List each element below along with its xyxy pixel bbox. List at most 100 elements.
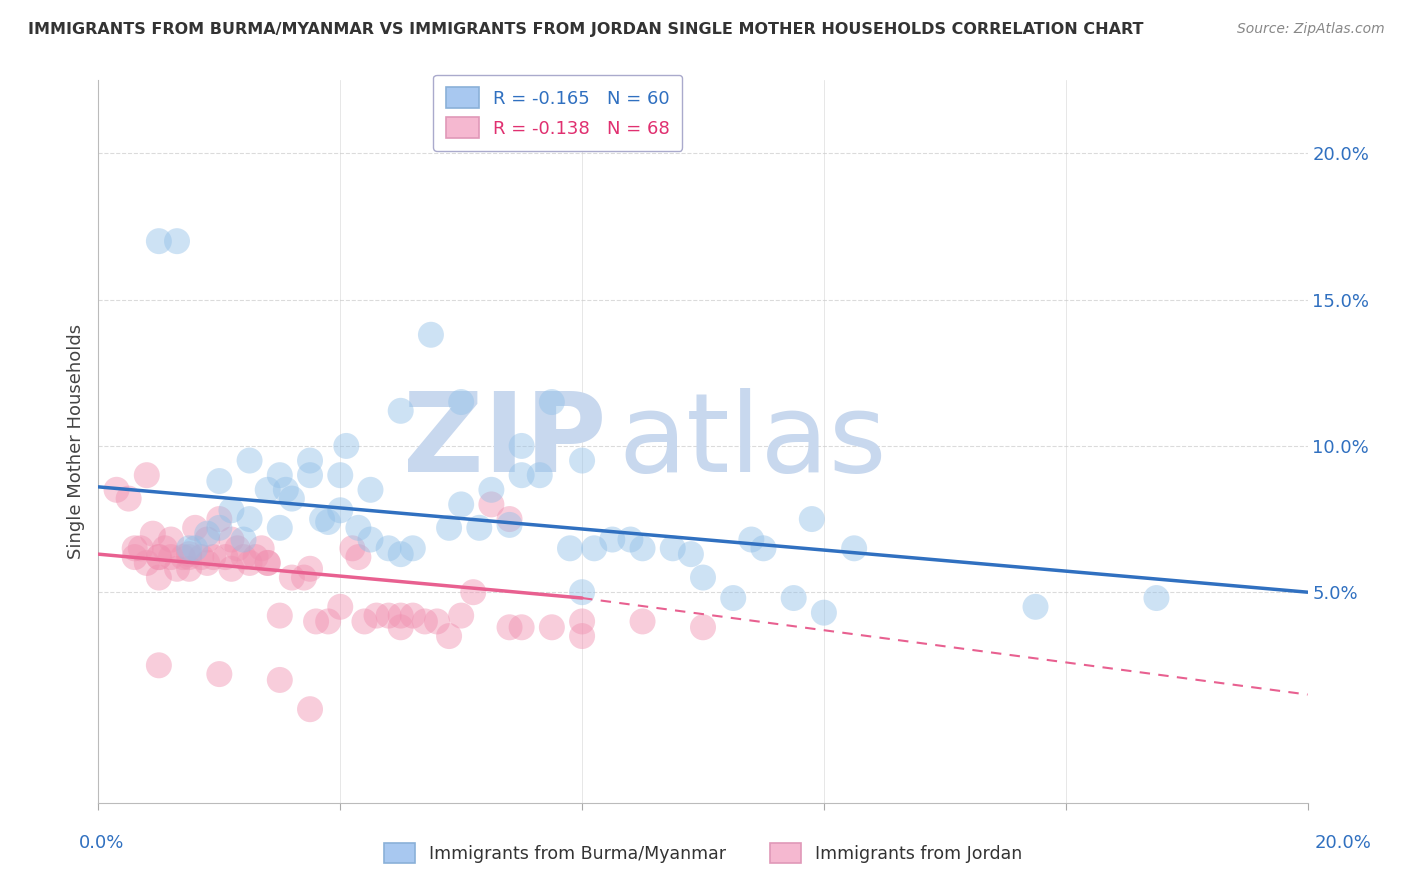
Point <box>195 526 218 541</box>
Point <box>844 541 866 556</box>
Point <box>437 521 460 535</box>
Point <box>426 615 449 629</box>
Point <box>208 474 231 488</box>
Point <box>221 503 243 517</box>
Point <box>679 547 702 561</box>
Point <box>256 556 278 570</box>
Legend: Immigrants from Burma/Myanmar, Immigrants from Jordan: Immigrants from Burma/Myanmar, Immigrant… <box>377 836 1029 870</box>
Point <box>299 468 322 483</box>
Point <box>619 533 641 547</box>
Point <box>335 439 357 453</box>
Text: IMMIGRANTS FROM BURMA/MYANMAR VS IMMIGRANTS FROM JORDAN SINGLE MOTHER HOUSEHOLDS: IMMIGRANTS FROM BURMA/MYANMAR VS IMMIGRA… <box>28 22 1143 37</box>
Point <box>413 615 436 629</box>
Point <box>245 550 267 565</box>
Point <box>329 503 352 517</box>
Point <box>602 533 624 547</box>
Point <box>752 541 775 556</box>
Point <box>190 550 212 565</box>
Point <box>129 541 152 556</box>
Point <box>529 468 551 483</box>
Point <box>813 606 835 620</box>
Point <box>316 515 339 529</box>
Point <box>179 547 201 561</box>
Point <box>172 550 194 565</box>
Point <box>305 615 328 629</box>
Point <box>571 629 593 643</box>
Point <box>184 521 207 535</box>
Point <box>510 620 533 634</box>
Point <box>498 517 520 532</box>
Point <box>184 541 207 556</box>
Point <box>481 498 503 512</box>
Point <box>389 547 412 561</box>
Point <box>179 562 201 576</box>
Point <box>179 541 201 556</box>
Point <box>402 541 425 556</box>
Point <box>377 608 399 623</box>
Text: Source: ZipAtlas.com: Source: ZipAtlas.com <box>1237 22 1385 37</box>
Point <box>124 550 146 565</box>
Point <box>160 533 183 547</box>
Text: ZIP: ZIP <box>404 388 606 495</box>
Point <box>292 570 315 584</box>
Point <box>256 483 278 497</box>
Point <box>360 533 382 547</box>
Point <box>179 550 201 565</box>
Point <box>202 550 225 565</box>
Point <box>510 439 533 453</box>
Point <box>118 491 141 506</box>
Point <box>148 550 170 565</box>
Point <box>316 615 339 629</box>
Point <box>571 585 593 599</box>
Point <box>208 521 231 535</box>
Point <box>299 702 322 716</box>
Point <box>281 570 304 584</box>
Point <box>353 615 375 629</box>
Point <box>142 526 165 541</box>
Point <box>450 395 472 409</box>
Point <box>274 483 297 497</box>
Point <box>135 556 157 570</box>
Point <box>105 483 128 497</box>
Point <box>269 608 291 623</box>
Point <box>463 585 485 599</box>
Point <box>571 453 593 467</box>
Point <box>389 404 412 418</box>
Point <box>153 541 176 556</box>
Text: atlas: atlas <box>619 388 887 495</box>
Point <box>226 541 249 556</box>
Point <box>740 533 762 547</box>
Point <box>281 491 304 506</box>
Point <box>232 533 254 547</box>
Point <box>221 533 243 547</box>
Point <box>208 512 231 526</box>
Point <box>148 550 170 565</box>
Text: 20.0%: 20.0% <box>1315 834 1371 852</box>
Point <box>402 608 425 623</box>
Point <box>498 620 520 634</box>
Point <box>540 620 562 634</box>
Point <box>481 483 503 497</box>
Point <box>1024 599 1046 614</box>
Point <box>250 541 273 556</box>
Point <box>583 541 606 556</box>
Point <box>269 521 291 535</box>
Point <box>783 591 806 605</box>
Point <box>437 629 460 643</box>
Point <box>166 562 188 576</box>
Point <box>631 615 654 629</box>
Point <box>360 483 382 497</box>
Point <box>148 658 170 673</box>
Point <box>723 591 745 605</box>
Point <box>329 468 352 483</box>
Point <box>510 468 533 483</box>
Point <box>135 468 157 483</box>
Point <box>221 562 243 576</box>
Point <box>540 395 562 409</box>
Point <box>124 541 146 556</box>
Point <box>558 541 581 556</box>
Point <box>661 541 683 556</box>
Point <box>692 620 714 634</box>
Point <box>389 620 412 634</box>
Point <box>498 512 520 526</box>
